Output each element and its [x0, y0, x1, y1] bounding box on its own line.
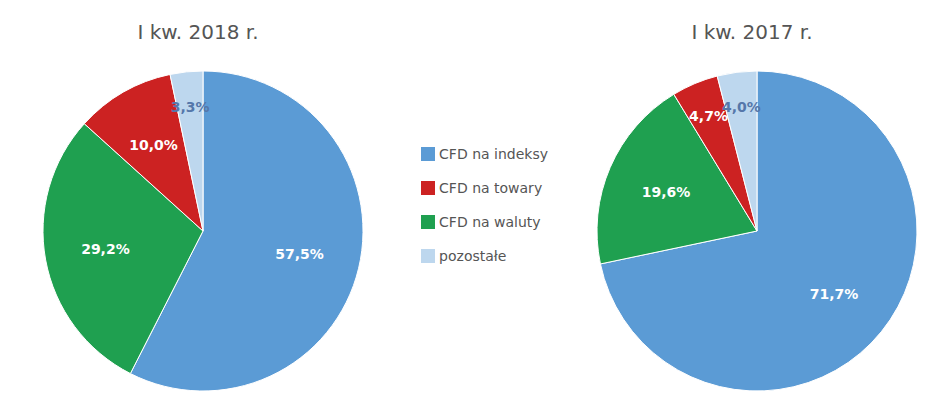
svg-text:4,7%: 4,7%	[689, 108, 728, 124]
html-text:pozostałe: pozostałe	[439, 247, 507, 264]
html-text:I kw. 2018 r.: I kw. 2018 r.	[137, 20, 259, 44]
svg-text:10,0%: 10,0%	[129, 137, 178, 153]
html-text:CFD na waluty: CFD na waluty	[439, 213, 541, 230]
svg-text:71,7%: 71,7%	[810, 286, 859, 302]
html-text:I kw. 2017 r.: I kw. 2017 r.	[691, 20, 813, 44]
svg-text:4,0%: 4,0%	[722, 99, 761, 115]
html-text:CFD na indeksy: CFD na indeksy	[439, 145, 548, 162]
svg-text:3,3%: 3,3%	[171, 99, 210, 115]
html-text:CFD na towary: CFD na towary	[439, 179, 543, 196]
svg-text:29,2%: 29,2%	[81, 241, 130, 257]
svg-text:19,6%: 19,6%	[642, 184, 691, 200]
svg-text:57,5%: 57,5%	[275, 246, 324, 262]
